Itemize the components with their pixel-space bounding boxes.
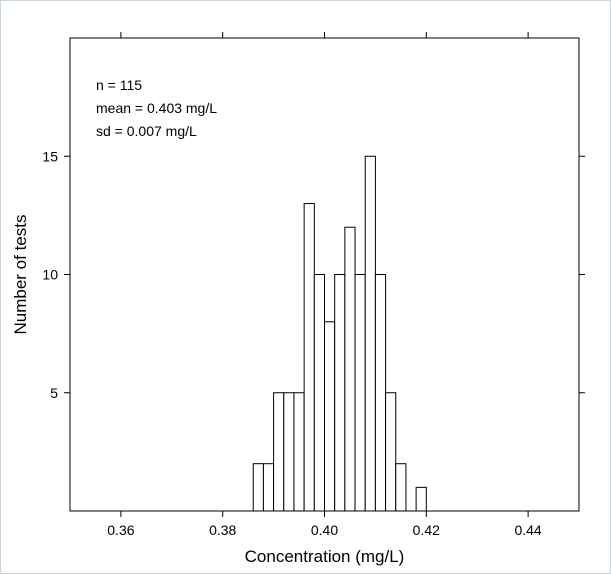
x-axis-title: Concentration (mg/L) [245,547,405,566]
bars-group [252,155,427,512]
x-tick-label: 0.38 [209,522,236,538]
histogram-bar [283,392,295,512]
histogram-bar [293,392,305,512]
histogram-bar [374,274,387,512]
histogram-bar [303,203,315,512]
histogram-bar [334,274,346,512]
x-tick-label: 0.40 [311,522,338,538]
stats-line: mean = 0.403 mg/L [96,100,217,116]
histogram-bar [395,463,407,512]
histogram-bar [324,321,336,512]
histogram-bar [415,486,427,512]
histogram-bar [273,392,285,512]
stats-line: sd = 0.007 mg/L [96,123,197,139]
histogram-bar [385,392,397,512]
histogram-bar [313,274,326,512]
x-tick-label: 0.44 [514,522,541,538]
ticks-group: 0.36 0.38 0.40 0.42 0.44 5 10 15 [42,32,585,538]
histogram-bar [252,463,264,512]
y-axis-title: Number of tests [11,215,30,335]
x-tick-label: 0.36 [107,522,134,538]
y-tick-label: 5 [50,385,58,401]
stats-annotation: n = 115 mean = 0.403 mg/L sd = 0.007 mg/L [96,77,217,139]
y-tick-label: 10 [42,267,58,283]
x-tick-label: 0.42 [413,522,440,538]
y-tick-label: 15 [42,148,58,164]
histogram-bar [262,463,275,512]
histogram-bar [354,274,366,512]
histogram-bar [364,155,376,512]
histogram-bar [344,226,356,512]
stats-line: n = 115 [96,77,142,93]
